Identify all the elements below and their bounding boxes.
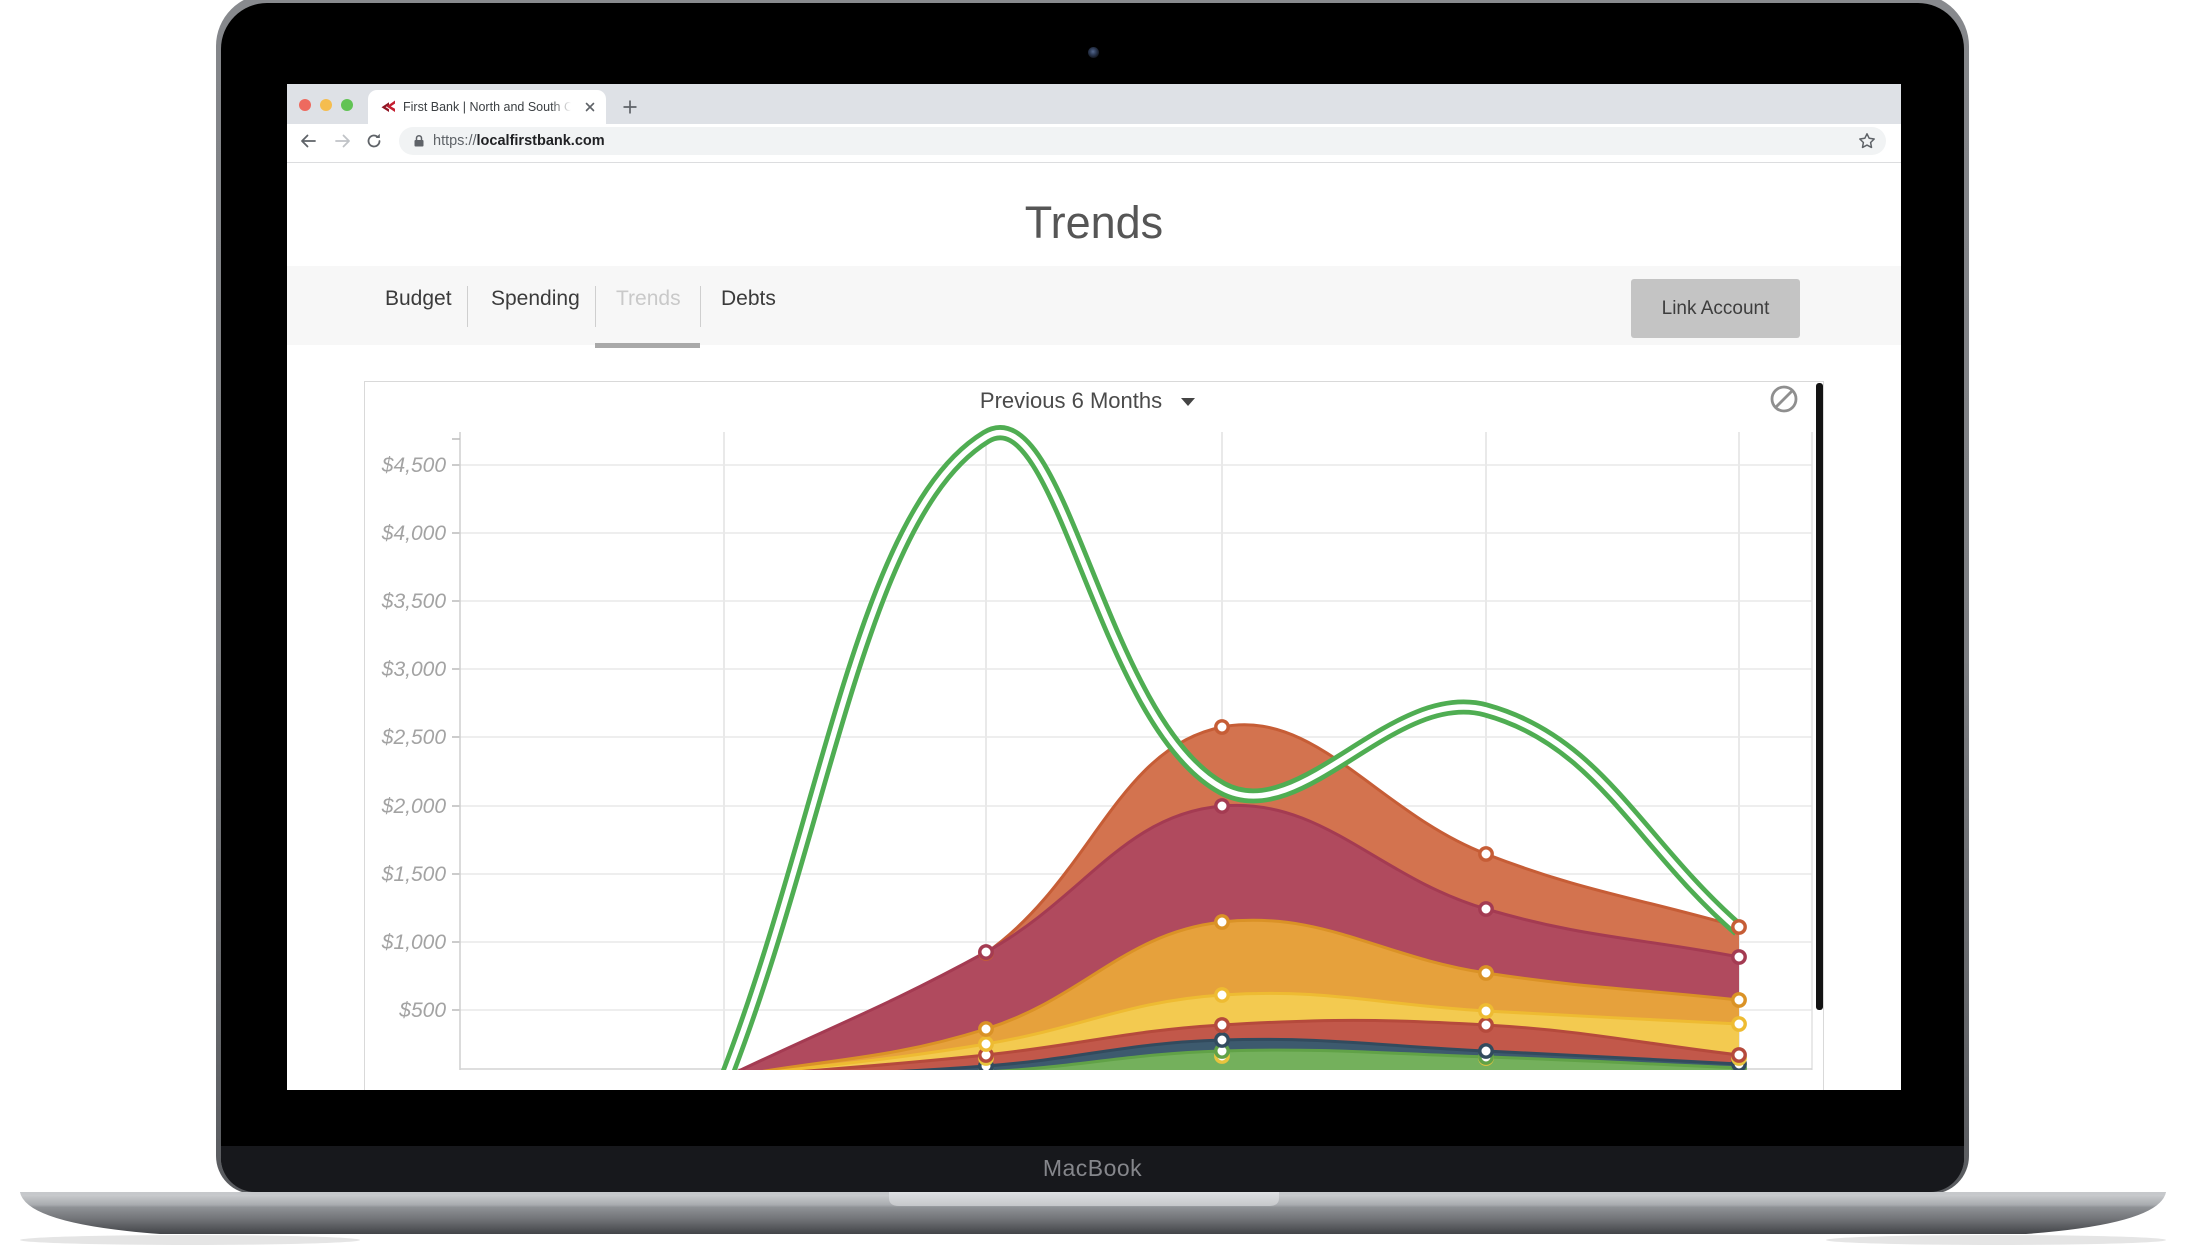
svg-text:$2,500: $2,500 [381,726,447,749]
svg-text:$4,500: $4,500 [381,454,447,477]
svg-text:$3,000: $3,000 [381,658,447,681]
svg-text:$2,000: $2,000 [381,795,447,818]
svg-text:$3,500: $3,500 [381,590,447,613]
svg-text:$1,500: $1,500 [381,863,447,886]
svg-text:$500: $500 [398,999,446,1022]
svg-text:$1,000: $1,000 [381,931,447,954]
svg-text:$4,000: $4,000 [381,522,447,545]
